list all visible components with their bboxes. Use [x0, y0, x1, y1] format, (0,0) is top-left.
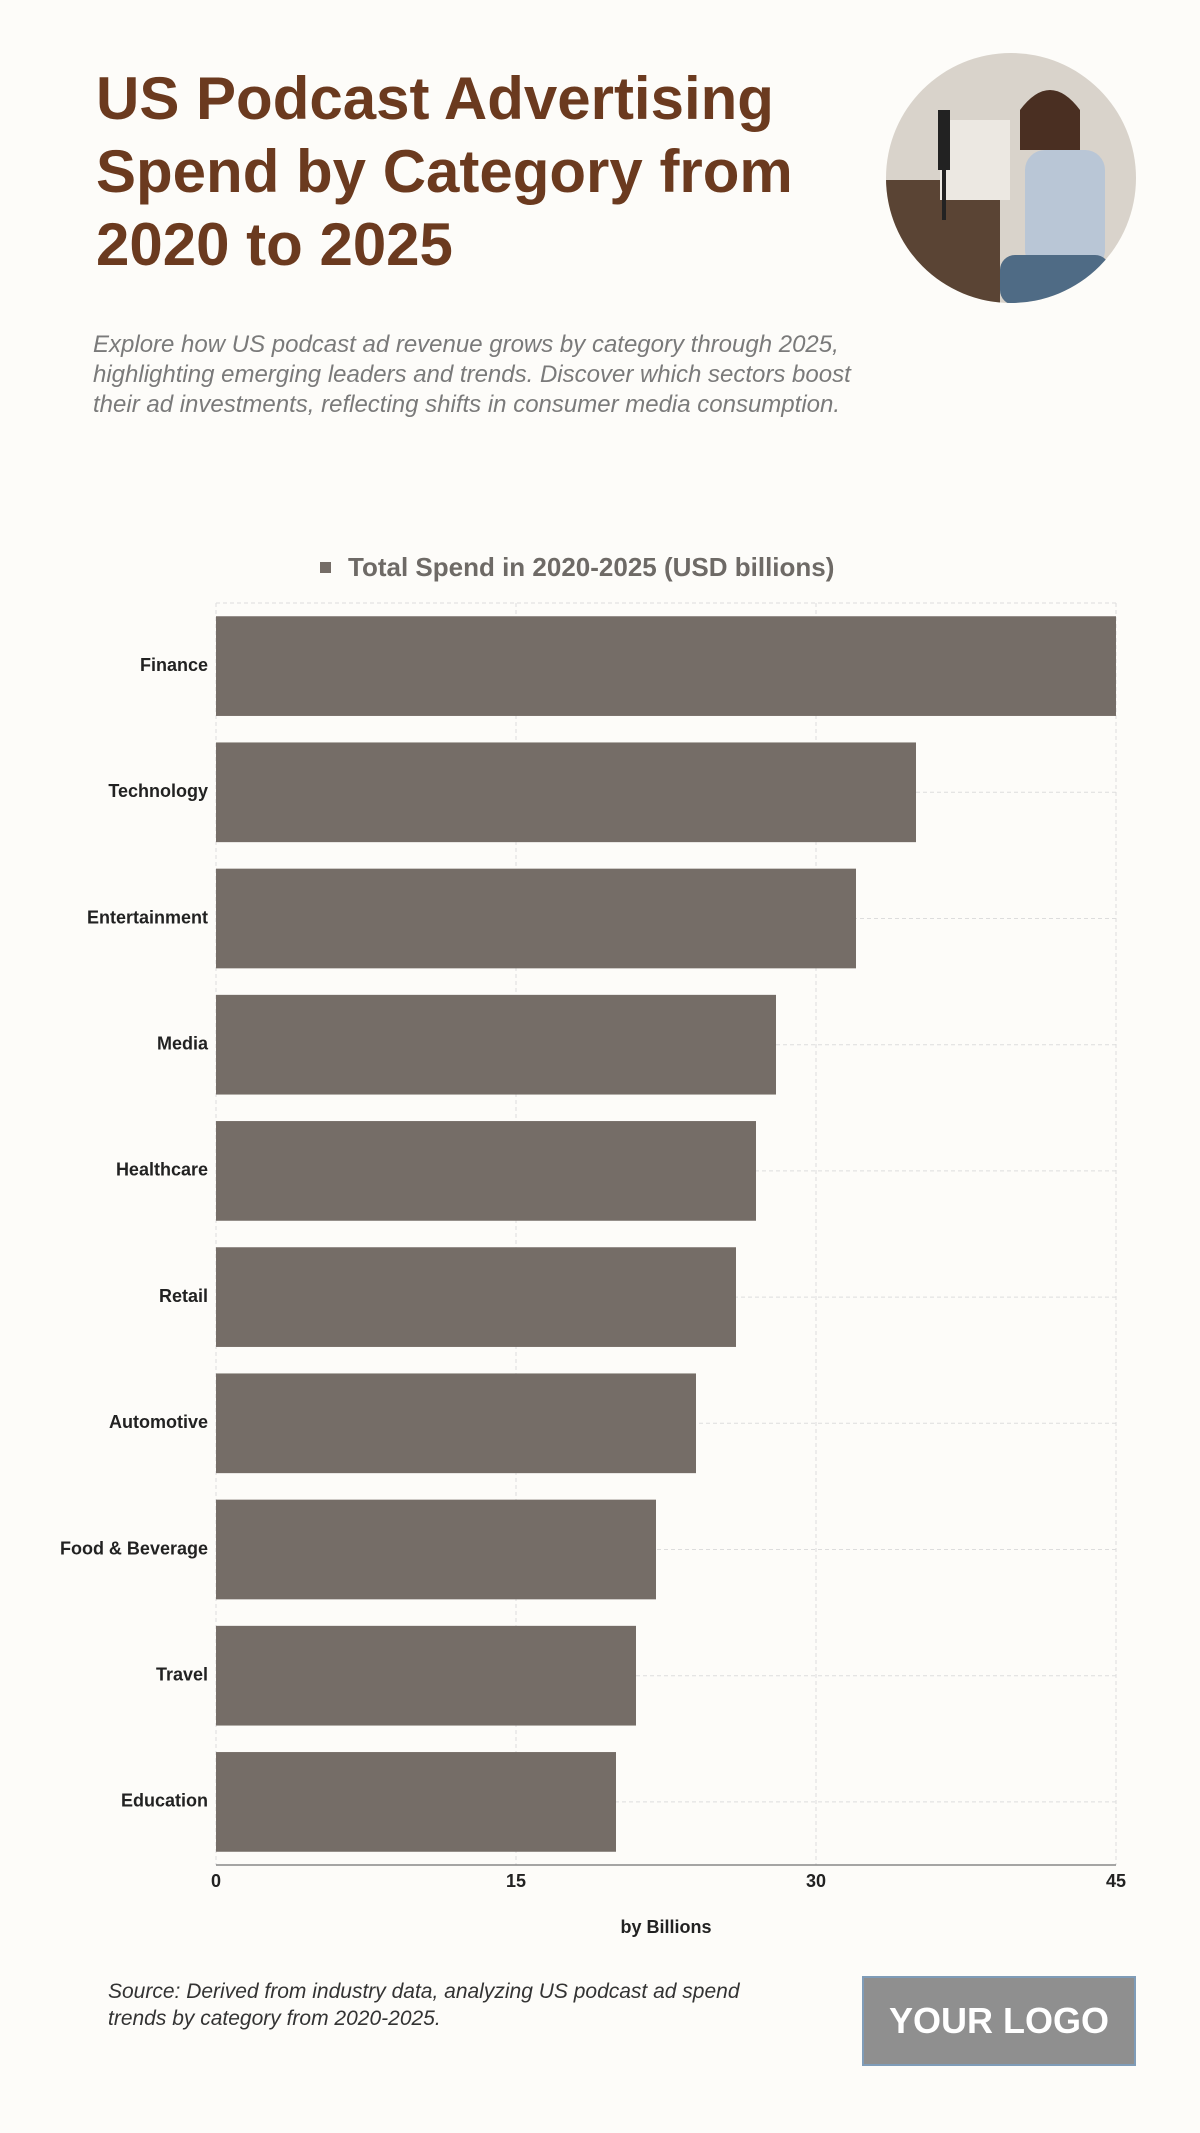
x-axis-label: by Billions	[620, 1917, 711, 1937]
y-tick-label: Travel	[156, 1664, 208, 1684]
y-tick-label: Automotive	[109, 1412, 208, 1432]
bar	[216, 742, 916, 843]
y-tick-label: Finance	[140, 655, 208, 675]
x-tick-label: 30	[806, 1871, 826, 1891]
title: US Podcast Advertising Spend by Category…	[96, 65, 793, 278]
bar	[216, 616, 1116, 716]
x-tick-label: 15	[506, 1871, 526, 1891]
bar	[216, 868, 856, 969]
bar	[216, 1752, 616, 1852]
bar	[216, 1247, 736, 1347]
bar	[216, 994, 776, 1095]
y-tick-label: Healthcare	[116, 1160, 208, 1180]
bar	[216, 1121, 756, 1221]
source: Source: Derived from industry data, anal…	[108, 1980, 740, 2030]
subtitle: Explore how US podcast ad revenue grows …	[93, 331, 851, 418]
chart: Total Spend in 2020-2025 (USD billions) 0…	[60, 53, 1136, 1937]
y-tick-label: Media	[157, 1033, 209, 1053]
y-tick-label: Retail	[159, 1286, 208, 1306]
legend-swatch	[320, 562, 331, 573]
logo: YOUR LOGO	[862, 1976, 1136, 2066]
y-tick-label: Education	[121, 1791, 208, 1811]
x-tick-label: 0	[211, 1871, 221, 1891]
bar	[216, 1373, 696, 1474]
bar	[216, 1499, 656, 1600]
x-tick-label: 45	[1106, 1871, 1126, 1891]
y-tick-label: Technology	[108, 781, 208, 801]
bar	[216, 1625, 636, 1726]
y-tick-label: Entertainment	[87, 907, 208, 927]
y-tick-label: Food & Beverage	[60, 1538, 208, 1558]
photo	[886, 53, 1136, 303]
legend-label: Total Spend in 2020-2025 (USD billions)	[348, 552, 834, 582]
